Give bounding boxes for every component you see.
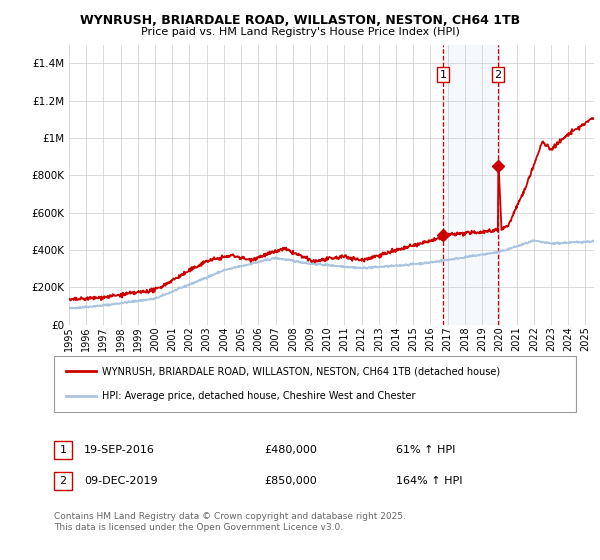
Text: HPI: Average price, detached house, Cheshire West and Chester: HPI: Average price, detached house, Ches… bbox=[102, 391, 415, 401]
Text: 1: 1 bbox=[59, 445, 67, 455]
Text: 164% ↑ HPI: 164% ↑ HPI bbox=[396, 476, 463, 486]
Text: £850,000: £850,000 bbox=[264, 476, 317, 486]
Bar bbox=[443, 45, 498, 325]
Text: 61% ↑ HPI: 61% ↑ HPI bbox=[396, 445, 455, 455]
Text: 1: 1 bbox=[439, 69, 446, 80]
Text: Price paid vs. HM Land Registry's House Price Index (HPI): Price paid vs. HM Land Registry's House … bbox=[140, 27, 460, 37]
Text: Contains HM Land Registry data © Crown copyright and database right 2025.
This d: Contains HM Land Registry data © Crown c… bbox=[54, 512, 406, 532]
Text: 19-SEP-2016: 19-SEP-2016 bbox=[84, 445, 155, 455]
Text: 2: 2 bbox=[59, 476, 67, 486]
Text: WYNRUSH, BRIARDALE ROAD, WILLASTON, NESTON, CH64 1TB: WYNRUSH, BRIARDALE ROAD, WILLASTON, NEST… bbox=[80, 14, 520, 27]
Text: 2: 2 bbox=[494, 69, 502, 80]
Text: 09-DEC-2019: 09-DEC-2019 bbox=[84, 476, 158, 486]
Text: WYNRUSH, BRIARDALE ROAD, WILLASTON, NESTON, CH64 1TB (detached house): WYNRUSH, BRIARDALE ROAD, WILLASTON, NEST… bbox=[102, 366, 500, 376]
Text: £480,000: £480,000 bbox=[264, 445, 317, 455]
